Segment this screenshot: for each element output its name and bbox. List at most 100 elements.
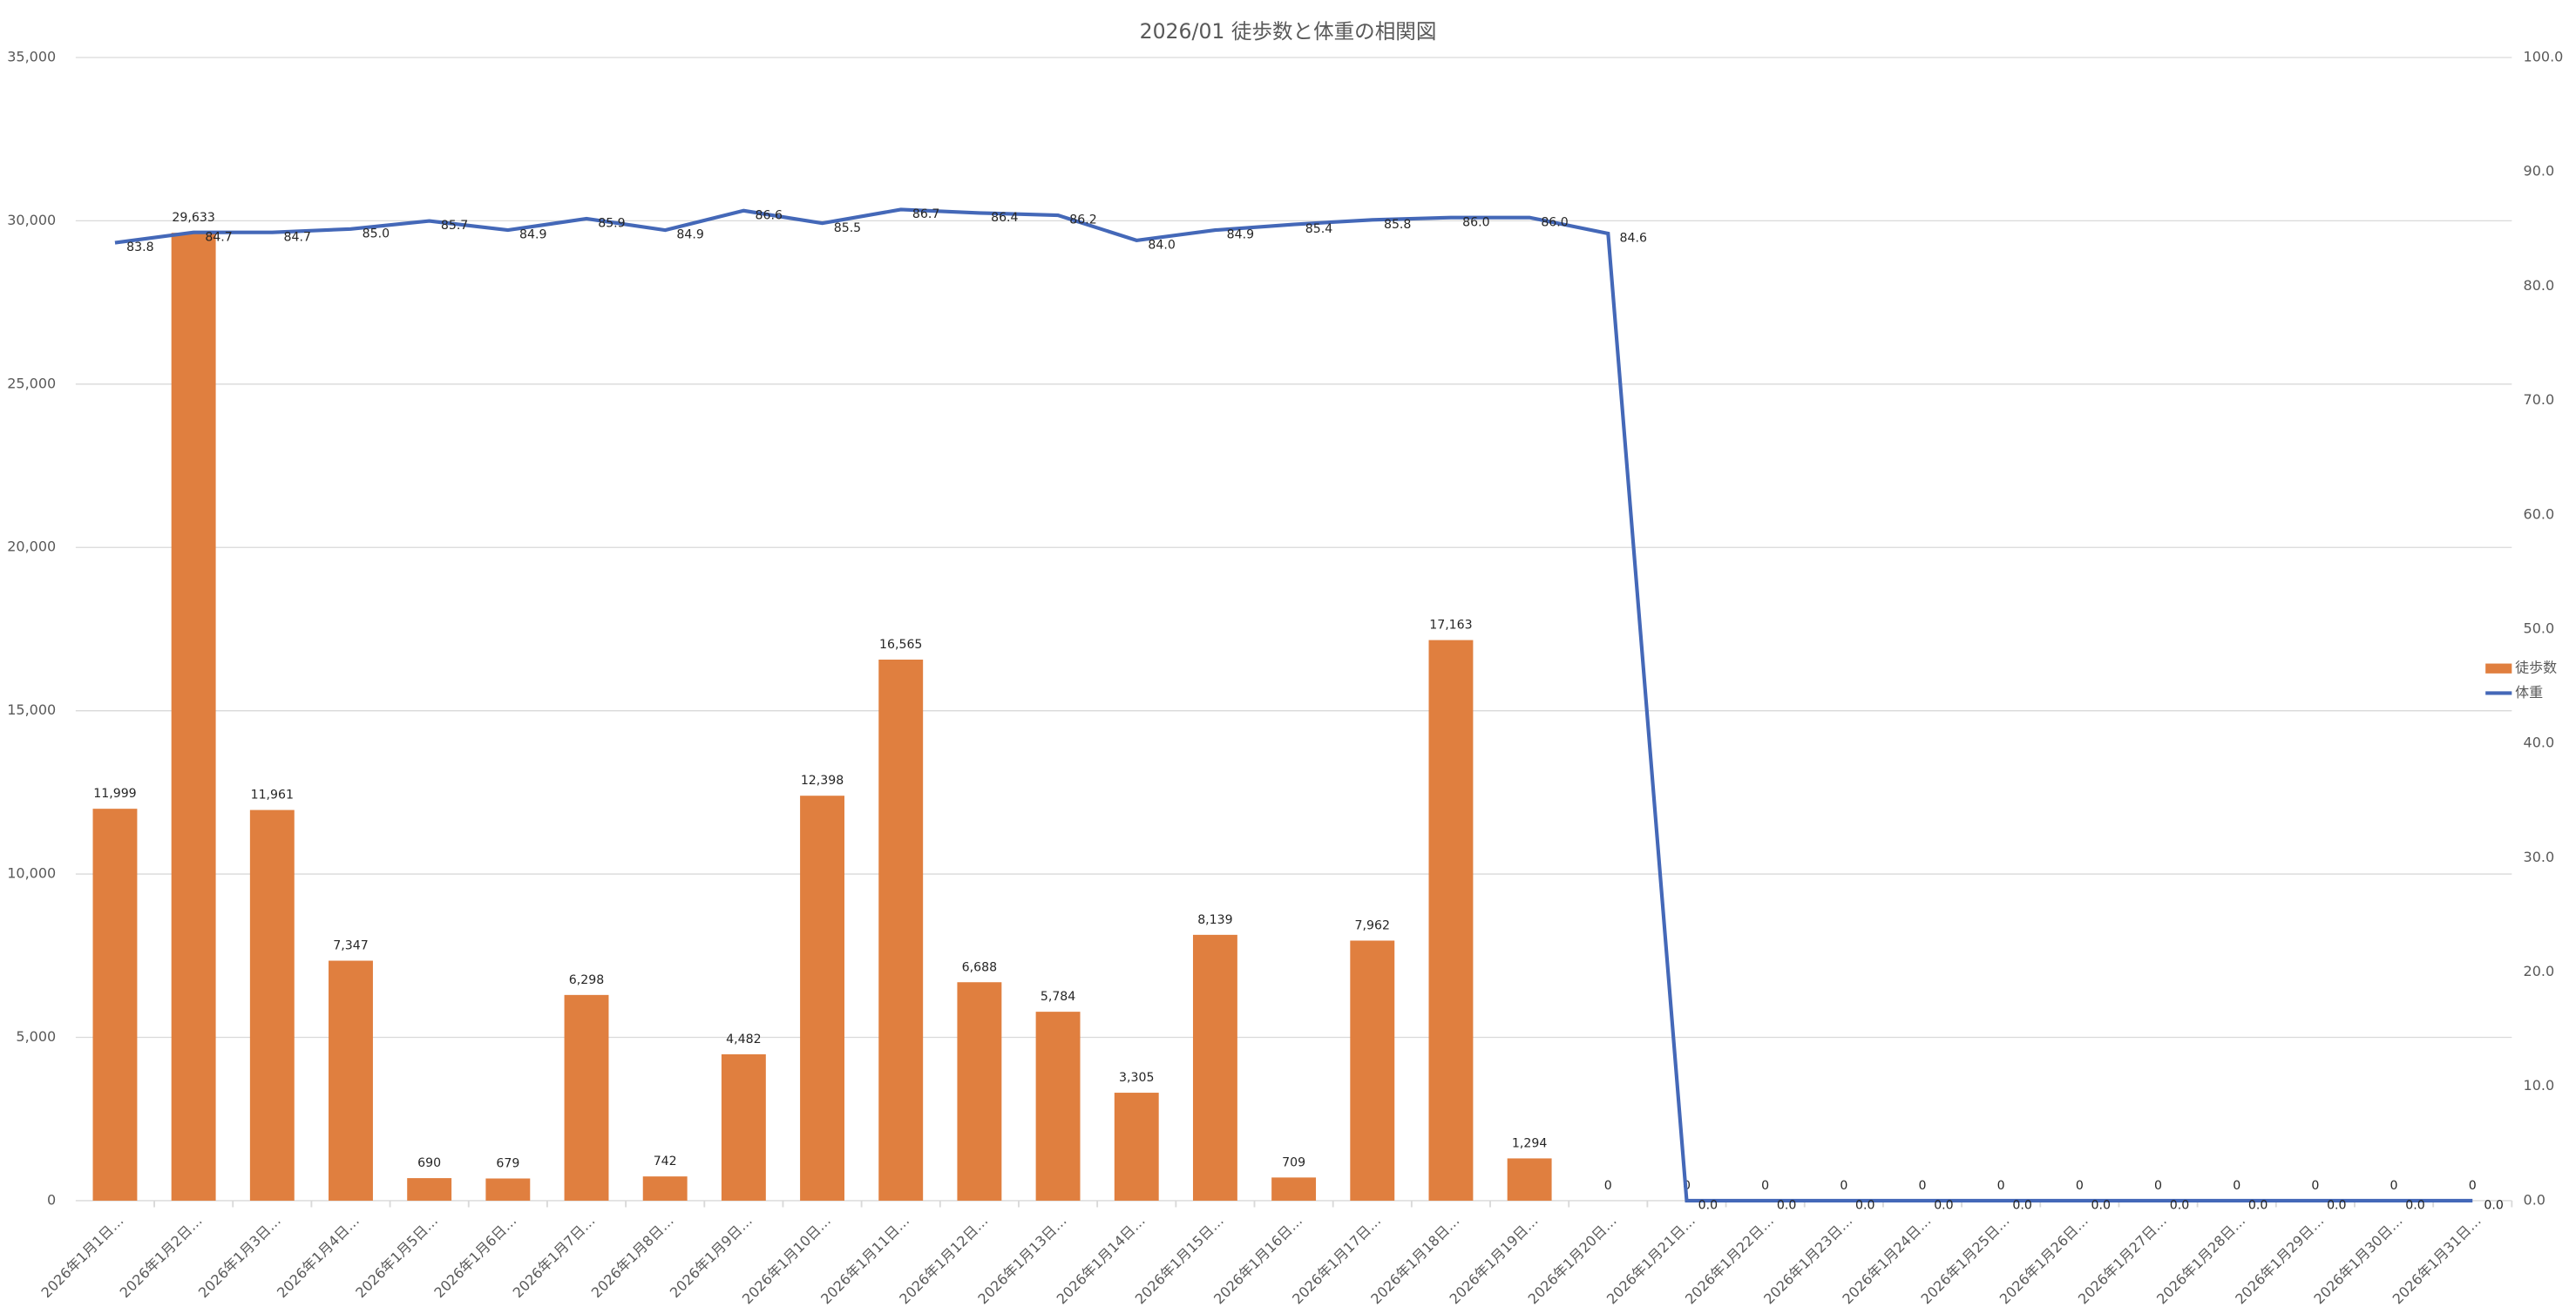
- data-label: 0: [2311, 1179, 2319, 1193]
- data-label: 85.4: [1305, 222, 1332, 236]
- data-label: 0: [2233, 1179, 2240, 1193]
- x-tick-label: 2026年1月3日…: [195, 1212, 284, 1301]
- data-label: 86.2: [1069, 213, 1096, 227]
- y-tick-label: 20,000: [7, 538, 56, 555]
- bar: [1192, 934, 1237, 1201]
- bar: [1271, 1177, 1317, 1201]
- bar: [1428, 640, 1474, 1201]
- y2-tick-label: 90.0: [2524, 163, 2555, 179]
- data-label: 0.0: [2012, 1199, 2031, 1213]
- y2-tick-label: 20.0: [2524, 963, 2555, 979]
- data-label: 85.8: [1384, 218, 1411, 232]
- x-tick-label: 2026年1月2日…: [117, 1212, 206, 1301]
- data-label: 5,784: [1041, 990, 1075, 1004]
- x-tick-label: 2026年1月7日…: [510, 1212, 599, 1301]
- data-label: 7,962: [1355, 919, 1390, 933]
- data-label: 8,139: [1197, 913, 1232, 927]
- data-label: 6,298: [569, 973, 604, 987]
- y-tick-label: 10,000: [7, 865, 56, 882]
- data-label: 0.0: [2405, 1199, 2424, 1213]
- bar: [407, 1178, 452, 1201]
- data-label: 4,482: [726, 1033, 761, 1046]
- y2-tick-label: 50.0: [2524, 620, 2555, 636]
- data-label: 690: [417, 1156, 441, 1170]
- line: [114, 207, 2473, 1203]
- data-label: 679: [496, 1157, 519, 1171]
- x-tick-label: 2026年1月31日…: [2390, 1212, 2484, 1307]
- legend-label: 徒歩数: [2515, 660, 2557, 676]
- data-label: 0.0: [1855, 1199, 1874, 1213]
- data-label: 0: [2076, 1179, 2084, 1193]
- y2-tick-label: 80.0: [2524, 277, 2555, 294]
- data-label: 0.0: [2170, 1199, 2189, 1213]
- data-label: 0: [1840, 1179, 1847, 1193]
- bar: [1114, 1093, 1159, 1201]
- data-label: 84.6: [1619, 232, 1646, 246]
- data-label: 85.5: [834, 221, 861, 235]
- bar: [1507, 1158, 1552, 1201]
- data-label: 0: [1997, 1179, 2005, 1193]
- y-tick-label: 5,000: [16, 1028, 56, 1045]
- data-label: 0.0: [2327, 1199, 2346, 1213]
- y2-tick-label: 70.0: [2524, 391, 2555, 408]
- data-label: 0.0: [1934, 1199, 1953, 1213]
- data-label: 86.0: [1462, 215, 1489, 229]
- x-tick-label: 2026年1月8日…: [588, 1212, 677, 1301]
- data-label: 7,347: [333, 939, 368, 953]
- y2-tick-label: 100.0: [2524, 48, 2564, 64]
- data-label: 0.0: [1698, 1199, 1718, 1213]
- data-label: 84.9: [676, 228, 703, 242]
- legend-swatch: [2485, 663, 2512, 674]
- x-tick-label: 2026年1月5日…: [352, 1212, 441, 1301]
- data-label: 0: [2154, 1179, 2162, 1193]
- data-label: 6,688: [962, 960, 997, 974]
- data-label: 0: [2390, 1179, 2398, 1193]
- bar: [642, 1176, 688, 1201]
- data-label: 84.7: [205, 230, 232, 244]
- data-label: 0.0: [2484, 1199, 2503, 1213]
- bar: [485, 1178, 531, 1201]
- data-label: 11,999: [93, 787, 136, 801]
- y2-tick-label: 40.0: [2524, 735, 2555, 751]
- data-label: 11,961: [251, 789, 294, 803]
- x-tick-label: 2026年1月1日…: [38, 1212, 127, 1301]
- bar: [1035, 1012, 1081, 1201]
- bar: [171, 233, 216, 1201]
- data-label: 0: [2469, 1179, 2477, 1193]
- data-label: 3,305: [1119, 1071, 1154, 1085]
- bar: [957, 982, 1002, 1201]
- data-label: 12,398: [801, 774, 844, 788]
- y-tick-label: 30,000: [7, 212, 56, 228]
- data-label: 1,294: [1512, 1136, 1547, 1150]
- data-label: 84.7: [284, 230, 311, 244]
- data-label: 709: [1282, 1155, 1305, 1169]
- data-label: 86.0: [1541, 215, 1568, 229]
- x-tick-label: 2026年1月9日…: [667, 1212, 756, 1301]
- data-label: 85.9: [598, 217, 625, 231]
- bar: [249, 809, 295, 1201]
- chart-title: 2026/01 徒歩数と体重の相関図: [1140, 19, 1437, 44]
- y2-tick-label: 0.0: [2524, 1191, 2545, 1208]
- bar: [1350, 940, 1395, 1201]
- data-label: 17,163: [1429, 619, 1472, 633]
- y-tick-label: 25,000: [7, 375, 56, 391]
- data-label: 85.0: [363, 227, 390, 240]
- legend-label: 体重: [2515, 684, 2543, 701]
- y2-tick-label: 10.0: [2524, 1077, 2555, 1094]
- bar: [564, 994, 609, 1201]
- y2-tick-label: 30.0: [2524, 849, 2555, 865]
- data-label: 83.8: [126, 240, 153, 254]
- y2-tick-label: 60.0: [2524, 505, 2555, 522]
- data-label: 86.6: [756, 208, 783, 222]
- data-label: 86.4: [991, 211, 1018, 225]
- y-tick-label: 35,000: [7, 48, 56, 64]
- data-label: 0: [1604, 1179, 1612, 1193]
- bar: [721, 1053, 766, 1201]
- data-label: 84.9: [1227, 228, 1254, 242]
- x-tick-label: 2026年1月4日…: [274, 1212, 363, 1301]
- data-label: 84.0: [1148, 239, 1175, 253]
- data-label: 29,633: [172, 211, 214, 225]
- bar: [92, 809, 138, 1201]
- y-tick-label: 15,000: [7, 701, 56, 718]
